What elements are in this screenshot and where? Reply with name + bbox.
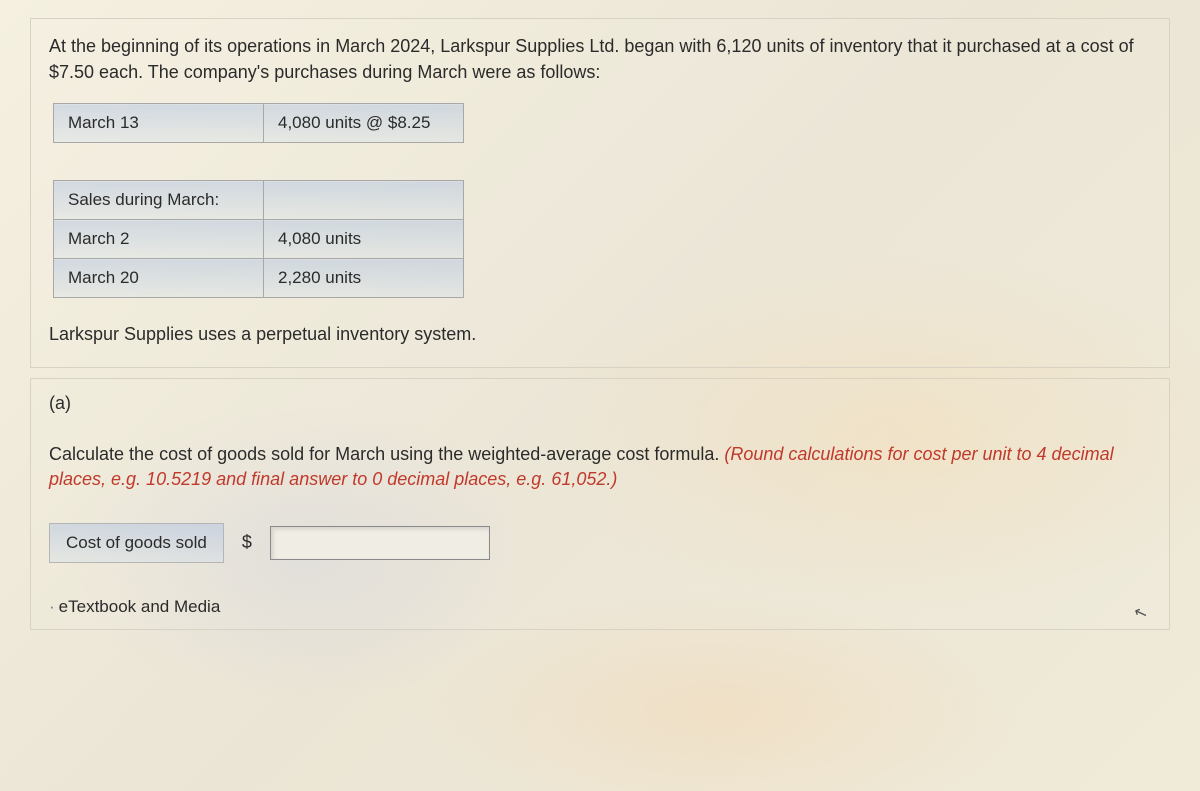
sale-detail-cell: 4,080 units [264,220,464,259]
purchase-date-cell: March 13 [54,104,264,143]
cost-of-goods-sold-input[interactable] [270,526,490,560]
answer-row: Cost of goods sold $ [49,523,1151,563]
table-row: March 13 4,080 units @ $8.25 [54,104,464,143]
purchases-sales-table: March 13 4,080 units @ $8.25 Sales durin… [53,103,464,298]
table-row: Sales during March: [54,181,464,220]
part-label: (a) [49,393,1151,414]
problem-intro: At the beginning of its operations in Ma… [49,33,1151,85]
sales-header-cell: Sales during March: [54,181,264,220]
currency-symbol: $ [242,532,252,553]
question-text: Calculate the cost of goods sold for Mar… [49,442,1151,492]
empty-cell [264,181,464,220]
problem-section: At the beginning of its operations in Ma… [30,18,1170,368]
sale-date-cell: March 20 [54,259,264,298]
table-row: March 2 4,080 units [54,220,464,259]
system-note: Larkspur Supplies uses a perpetual inven… [49,324,1151,345]
table-row: March 20 2,280 units [54,259,464,298]
bullet-icon: · [49,597,55,616]
sale-detail-cell: 2,280 units [264,259,464,298]
etextbook-label: eTextbook and Media [59,597,221,616]
part-a-section: (a) Calculate the cost of goods sold for… [30,378,1170,629]
answer-label: Cost of goods sold [49,523,224,563]
sale-date-cell: March 2 [54,220,264,259]
question-main: Calculate the cost of goods sold for Mar… [49,444,724,464]
table-spacer [54,143,464,181]
purchase-detail-cell: 4,080 units @ $8.25 [264,104,464,143]
etextbook-link[interactable]: ·eTextbook and Media [49,597,1151,617]
